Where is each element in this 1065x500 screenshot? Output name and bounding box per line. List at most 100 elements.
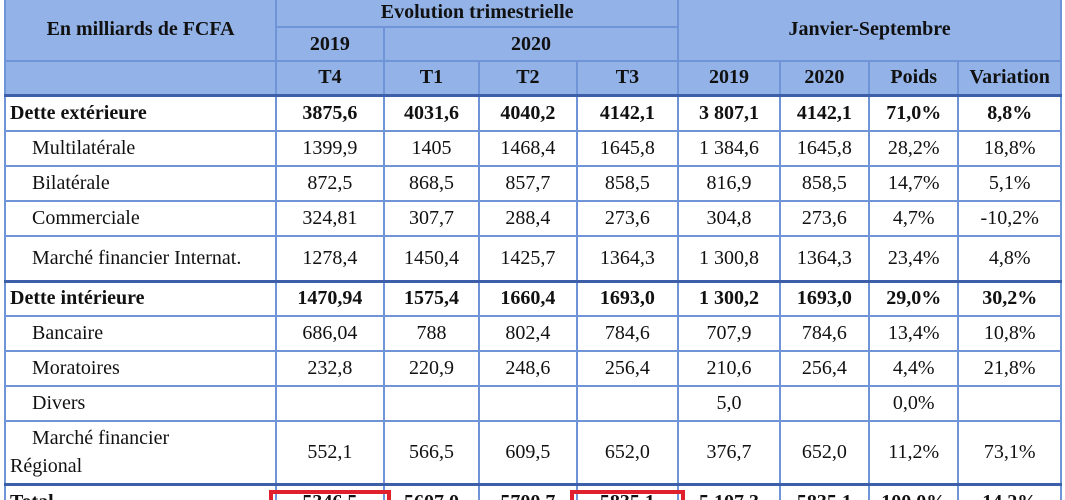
table-row: Multilatérale 1399,9 1405 1468,4 1645,8 … [3,130,1062,167]
cell: 273,6 [575,200,680,237]
cell: 5,0 [677,385,781,422]
cell: 552,1 [275,420,385,485]
row-label: Commerciale [3,200,278,237]
cell: 1 300,2 [677,279,781,317]
cell: 3875,6 [275,93,385,132]
cell: 1364,3 [575,235,680,282]
cell: 857,7 [478,165,578,202]
cell: 5,1% [957,165,1062,202]
debt-table: En milliards de FCFA Evolution trimestri… [3,0,1062,500]
cell: 71,0% [868,93,960,132]
cell: 14,2% [957,482,1062,500]
cell: 5835,1 [778,482,871,500]
cell: 4,4% [868,350,960,387]
row-label-line2: Régional [10,455,83,478]
cell: 4142,1 [778,93,871,132]
cell: 0,0% [868,385,960,422]
cell: 1575,4 [382,279,481,317]
cell: 1278,4 [275,235,385,282]
cell: 4040,2 [478,93,578,132]
cell: 1399,9 [275,130,385,167]
col-header-poids: Poids [868,60,960,96]
row-label: Divers [3,385,278,422]
cell: 1468,4 [478,130,578,167]
table-row: Bancaire 686,04 788 802,4 784,6 707,9 78… [3,315,1062,352]
cell [382,385,481,422]
cell: 256,4 [575,350,680,387]
cell: 3 807,1 [677,93,781,132]
table-row: Moratoires 232,8 220,9 248,6 256,4 210,6… [3,350,1062,387]
table-row: Dette extérieure 3875,6 4031,6 4040,2 41… [3,93,1062,132]
cell: 1 384,6 [677,130,781,167]
table-row: Bilatérale 872,5 868,5 857,7 858,5 816,9… [3,165,1062,202]
col-header-t1: T1 [382,60,481,96]
cell: 784,6 [575,315,680,352]
table-row: Commerciale 324,81 307,7 288,4 273,6 304… [3,200,1062,237]
row-label: Dette extérieure [3,93,278,132]
cell [778,385,871,422]
cell: 1645,8 [575,130,680,167]
cell: 1693,0 [575,279,680,317]
col-header-t2: T2 [478,60,578,96]
cell: 307,7 [382,200,481,237]
cell: 288,4 [478,200,578,237]
cell: 14,7% [868,165,960,202]
cell: 1645,8 [778,130,871,167]
year-header-2019: 2019 [275,26,385,62]
row-label: Marché financier Régional [3,420,278,485]
row-label: Multilatérale [3,130,278,167]
cell: 1364,3 [778,235,871,282]
cell: 21,8% [957,350,1062,387]
cell: 652,0 [778,420,871,485]
col-header-variation: Variation [957,60,1062,96]
cell: 256,4 [778,350,871,387]
cell: 858,5 [778,165,871,202]
cell: 13,4% [868,315,960,352]
table-row: Marché financier Internat. 1278,4 1450,4… [3,235,1062,282]
cell: 11,2% [868,420,960,485]
cell: 73,1% [957,420,1062,485]
cell: 232,8 [275,350,385,387]
cell: 5607,0 [382,482,481,500]
cell: 784,6 [778,315,871,352]
cell: 4,8% [957,235,1062,282]
cell: 609,5 [478,420,578,485]
cell: 5 107,3 [677,482,781,500]
cell: 858,5 [575,165,680,202]
cell: 1660,4 [478,279,578,317]
table-row: Dette intérieure 1470,94 1575,4 1660,4 1… [3,279,1062,317]
cell: 802,4 [478,315,578,352]
cell: 788 [382,315,481,352]
cell: 5700,7 [478,482,578,500]
cell: 304,8 [677,200,781,237]
cell: 686,04 [275,315,385,352]
cell: 652,0 [575,420,680,485]
cell: 816,9 [677,165,781,202]
cell: 4142,1 [575,93,680,132]
cell: 376,7 [677,420,781,485]
cell: 29,0% [868,279,960,317]
cell: 1693,0 [778,279,871,317]
row-label: Total [3,482,278,500]
cell: 707,9 [677,315,781,352]
row-label-line1: Marché financier [32,427,170,450]
cell: 10,8% [957,315,1062,352]
cell: 18,8% [957,130,1062,167]
cell [478,385,578,422]
row-label: Dette intérieure [3,279,278,317]
col-header-t4: T4 [275,60,385,96]
table-row-total: Total 5346,5 5607,0 5700,7 5835,1 5 107,… [3,482,1062,500]
cell: 1405 [382,130,481,167]
corner-header-blank [3,60,278,96]
col-header-t3: T3 [575,60,680,96]
cell: 1 300,8 [677,235,781,282]
cell: 210,6 [677,350,781,387]
row-label: Bancaire [3,315,278,352]
row-label: Moratoires [3,350,278,387]
cell: 1425,7 [478,235,578,282]
col-header-2019: 2019 [677,60,781,96]
year-header-2020: 2020 [382,26,680,62]
cell: 872,5 [275,165,385,202]
table-row: Divers 5,0 0,0% [3,385,1062,422]
